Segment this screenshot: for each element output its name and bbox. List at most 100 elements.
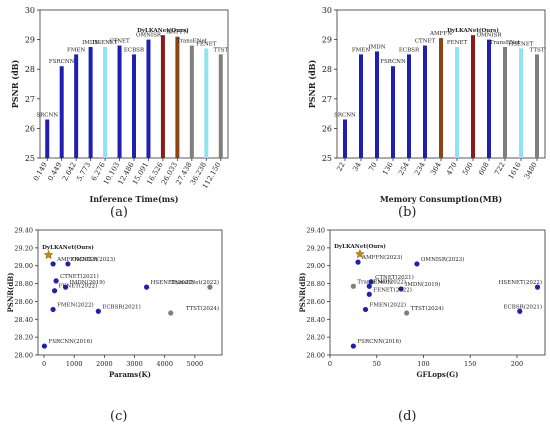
chart-c-xtick-label-1: 1000 <box>66 360 83 368</box>
chart-a-bar-12 <box>218 54 223 158</box>
chart-a-ytick-label-1: 26 <box>25 124 35 133</box>
chart-d-point-10 <box>534 284 541 290</box>
chart-b-bar-12 <box>535 54 539 158</box>
chart-d-xtick-label-4: 200 <box>511 360 523 368</box>
chart-d-point-label-7: FENET(2022) <box>373 286 412 293</box>
chart-c-point-label-2: OMNISR(2023) <box>72 256 115 263</box>
chart-b-bar-label-0: SRCNN <box>334 113 356 119</box>
chart-b-bar-label-4: ECBSR <box>399 47 420 53</box>
chart-d-point-label-9: TTST(2024) <box>411 305 444 312</box>
chart-d-point-6 <box>398 286 404 292</box>
chart-c-ytick-label-7: 29.40 <box>14 227 33 235</box>
chart-b-bar-label-7: FENET <box>447 40 468 46</box>
chart-b-xtick-label-9: 608 <box>477 161 491 177</box>
chart-d-ytick-label-6: 29.20 <box>306 244 325 252</box>
chart-d-point-label-10: HSENET(2022) <box>499 279 542 286</box>
chart-a-bar-label-2: FMEN <box>67 47 85 53</box>
chart-b-xtick-label-5: 234 <box>413 161 427 177</box>
chart-c-plot-frame <box>37 229 223 356</box>
chart-c-point-label-10: TTST(2024) <box>186 305 219 312</box>
chart-a-bar-label-9: AMFFN <box>165 30 188 36</box>
chart-c-point-1 <box>50 261 56 267</box>
chart-c-point-5 <box>51 288 58 294</box>
chart-c-ytick-label-6: 29.20 <box>14 244 33 252</box>
chart-c-point-10 <box>168 310 174 316</box>
chart-b-bar-label-3: FSRCNN <box>380 59 406 65</box>
chart-b-bar-10 <box>503 47 507 158</box>
chart-d-point-8 <box>362 306 369 313</box>
chart-a-ytick-label-5: 30 <box>25 6 35 15</box>
chart-c-xtick-label-5: 5000 <box>187 360 204 368</box>
chart-a-bar-6 <box>132 54 136 158</box>
chart-c-x-axis-title: Params(K) <box>109 370 151 379</box>
chart-b-xtick-label-7: 470 <box>445 161 459 177</box>
chart-c-point-label-1: AMFFN(2023) <box>56 256 97 263</box>
chart-d-ytick-label-2: 28.40 <box>306 316 325 324</box>
chart-b-bar-label-6: AMFFN <box>429 31 452 37</box>
chart-a-ytick-label-4: 29 <box>25 36 35 45</box>
chart-a-ytick-label-3: 28 <box>25 65 35 74</box>
chart-d-x-axis-title: GFLops(G) <box>417 370 459 379</box>
chart-d-point-label-2: OMNISR(2023) <box>421 256 464 263</box>
panel-d-caption: (d) <box>398 409 417 424</box>
chart-a-bar-1 <box>59 66 64 158</box>
chart-c-point-9 <box>207 284 213 290</box>
chart-d-xtick-label-0: 0 <box>328 360 332 368</box>
chart-b-bar-2 <box>375 51 379 158</box>
panel-c-caption: (c) <box>110 409 128 424</box>
chart-a-bar-label-11: FENET <box>196 41 217 47</box>
chart-b-bar-9 <box>487 39 491 158</box>
chart-b-bar-label-12: TTST <box>530 47 545 53</box>
chart-b-ytick-label-2: 27 <box>322 95 332 104</box>
chart-a-ytick-label-0: 25 <box>25 154 35 163</box>
chart-a-y-axis-title: PSNR (dB) <box>10 60 20 109</box>
chart-a-bar-label-0: SRCNN <box>36 113 58 119</box>
chart-a-bar-9 <box>175 36 180 158</box>
chart-d-point-5 <box>366 283 372 289</box>
chart-c-point-label-4: IMDN(2019) <box>70 279 105 286</box>
chart-d-ytick-label-3: 28.60 <box>306 298 325 306</box>
chart-b-ytick-label-3: 28 <box>322 65 332 74</box>
chart-d-ytick-label-0: 28.00 <box>306 352 325 360</box>
chart-b-xtick-label-1: 34 <box>351 161 363 173</box>
chart-c-xtick-label-4: 4000 <box>156 360 173 368</box>
chart-d-ytick-label-7: 29.40 <box>306 227 325 235</box>
chart-c-xtick-label-3: 3000 <box>126 360 143 368</box>
chart-d-point-label-5: EMDN <box>373 279 392 285</box>
chart-b-bar-11 <box>519 48 523 159</box>
chart-b-y-axis-title: PSNR (dB) <box>307 60 317 109</box>
chart-d-point-11 <box>517 308 523 314</box>
chart-c-ytick-label-1: 28.20 <box>14 334 33 342</box>
chart-d-point-label-6: IMDN(2019) <box>405 281 440 288</box>
chart-a-bar-label-10: TransENet <box>177 39 208 45</box>
chart-d-xtick-label-1: 50 <box>373 360 381 368</box>
chart-d-point-7 <box>366 291 372 297</box>
chart-d-point-1 <box>355 259 361 265</box>
chart-a-bar-0 <box>45 119 50 158</box>
chart-d-point-0 <box>354 248 365 259</box>
chart-a-ytick-label-2: 27 <box>25 95 35 104</box>
chart-b-bar-3 <box>391 66 395 158</box>
chart-c-point-label-0: DyLKANet(Ours) <box>42 244 94 251</box>
chart-d-xtick-label-2: 100 <box>417 360 429 368</box>
chart-d-point-9 <box>404 310 410 316</box>
chart-c-point-label-8: HSENET(2022) <box>151 279 194 286</box>
chart-d-xtick-label-3: 150 <box>464 360 476 368</box>
chart-d-point-label-12: FSRCNN(2016) <box>357 338 401 345</box>
chart-a-bar-label-12: TTST <box>213 47 228 53</box>
panel-a-caption: (a) <box>110 205 128 220</box>
chart-b-ytick-label-1: 26 <box>322 124 332 133</box>
chart-b-xtick-label-11: 1616 <box>507 161 523 181</box>
chart-c-ytick-label-3: 28.60 <box>14 298 33 306</box>
chart-d-point-label-4: TransENet(2022) <box>357 278 406 285</box>
chart-b-bar-label-1: FMEN <box>352 47 370 53</box>
chart-d-point-4 <box>350 283 356 289</box>
chart-b-bar-6 <box>439 38 443 159</box>
chart-b-bar-8 <box>471 35 475 158</box>
chart-b-bar-label-11: HSENET <box>508 41 533 47</box>
chart-b-bar-7 <box>455 47 459 158</box>
chart-a-x-axis-title: Inference Time(ms) <box>89 194 178 204</box>
chart-b-ytick-label-0: 25 <box>322 154 332 163</box>
chart-a-bar-label-6: ECBSR <box>124 47 145 53</box>
